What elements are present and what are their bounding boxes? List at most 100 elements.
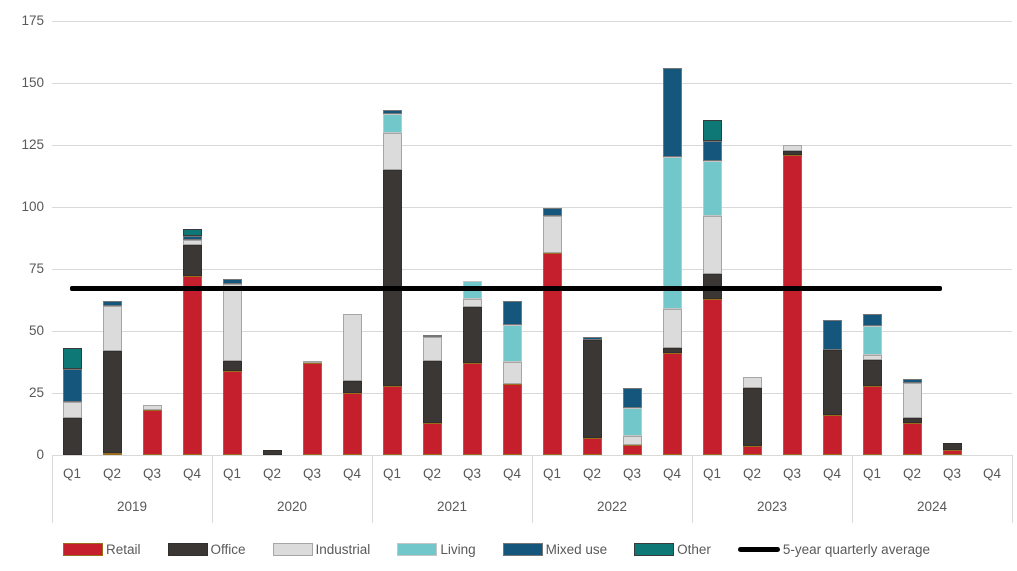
y-axis-tick-label: 125 [21, 137, 44, 152]
bar-segment-industrial[interactable] [782, 145, 802, 152]
bar-segment-retail[interactable] [462, 363, 482, 455]
legend-swatch-office [167, 543, 208, 556]
bar-segment-mixed-use[interactable] [502, 301, 522, 325]
bar-segment-other[interactable] [182, 229, 202, 236]
bar-segment-industrial[interactable] [222, 283, 242, 361]
bar-segment-industrial[interactable] [62, 401, 82, 418]
legend-item-industrial[interactable]: Industrial [272, 542, 371, 557]
bar-segment-office[interactable] [942, 442, 962, 451]
legend-item-office[interactable]: Office [167, 542, 246, 557]
legend-item-living[interactable]: Living [397, 542, 476, 557]
bar-segment-industrial[interactable] [102, 306, 122, 351]
quarter-label: Q1 [382, 466, 401, 481]
bar-segment-industrial[interactable] [742, 376, 762, 389]
bar-segment-mixed-use[interactable] [102, 301, 122, 307]
bar-segment-industrial[interactable] [542, 215, 562, 253]
bar-segment-industrial[interactable] [462, 298, 482, 308]
legend-item-retail[interactable]: Retail [63, 542, 141, 557]
bar-segment-retail[interactable] [822, 415, 842, 455]
gridline [52, 20, 1012, 22]
bar-segment-office[interactable] [382, 169, 402, 386]
bar-segment-retail[interactable] [182, 276, 202, 455]
bar-segment-retail[interactable] [902, 422, 922, 455]
bar-segment-retail[interactable] [142, 410, 162, 455]
bar-segment-office[interactable] [862, 359, 882, 386]
bar-segment-office[interactable] [462, 307, 482, 364]
bar-segment-industrial[interactable] [862, 354, 882, 360]
bar-segment-industrial[interactable] [302, 360, 322, 364]
bar-segment-mixed-use[interactable] [702, 141, 722, 162]
bar-segment-retail[interactable] [742, 446, 762, 455]
bar-segment-industrial[interactable] [342, 313, 362, 381]
bar-segment-mixed-use[interactable] [222, 278, 242, 284]
bar-segment-other[interactable] [702, 120, 722, 142]
quarter-label: Q4 [342, 466, 361, 481]
bar-segment-industrial[interactable] [142, 405, 162, 411]
bar-segment-office[interactable] [422, 360, 442, 423]
bar-segment-industrial[interactable] [502, 362, 522, 385]
bar-segment-retail[interactable] [382, 385, 402, 455]
bar-segment-office[interactable] [262, 450, 282, 455]
bar-segment-mixed-use[interactable] [382, 110, 402, 114]
bar-segment-mixed-use[interactable] [62, 369, 82, 402]
bar-segment-mixed-use[interactable] [662, 68, 682, 158]
bar-segment-mixed-use[interactable] [542, 208, 562, 216]
bar-segment-mixed-use[interactable] [182, 235, 202, 241]
bar-segment-mixed-use[interactable] [862, 313, 882, 327]
quarter-label: Q2 [902, 466, 921, 481]
bar-segment-retail[interactable] [422, 422, 442, 455]
bar-segment-office[interactable] [662, 348, 682, 354]
bar-segment-office[interactable] [182, 245, 202, 277]
bar-segment-living[interactable] [662, 157, 682, 309]
bar-segment-retail[interactable] [942, 450, 962, 455]
bar-segment-retail[interactable] [102, 452, 122, 455]
bar-segment-industrial[interactable] [662, 308, 682, 349]
bar-segment-living[interactable] [862, 326, 882, 355]
bar-segment-mixed-use[interactable] [622, 388, 642, 408]
bar-segment-other[interactable] [62, 348, 82, 370]
bar-segment-office[interactable] [822, 349, 842, 416]
y-axis-tick-label: 175 [21, 13, 44, 28]
bar-segment-retail[interactable] [662, 353, 682, 455]
legend-item-average[interactable]: 5-year quarterly average [737, 542, 930, 557]
bar-segment-industrial[interactable] [902, 383, 922, 418]
bar-segment-living[interactable] [382, 114, 402, 133]
bar-segment-retail[interactable] [702, 298, 722, 455]
average-line [70, 285, 942, 291]
bar-segment-office[interactable] [742, 388, 762, 447]
bar-segment-office[interactable] [902, 417, 922, 423]
bar-segment-retail[interactable] [862, 385, 882, 455]
bar-segment-office[interactable] [102, 350, 122, 453]
legend-item-mixed-use[interactable]: Mixed use [502, 542, 607, 557]
bar-segment-office[interactable] [582, 339, 602, 438]
bar-segment-office[interactable] [782, 151, 802, 155]
bar-segment-industrial[interactable] [382, 132, 402, 170]
legend-label: Industrial [315, 542, 371, 557]
bar-segment-industrial[interactable] [622, 436, 642, 446]
bar-segment-retail[interactable] [222, 370, 242, 455]
quarter-label: Q1 [222, 466, 241, 481]
bar-segment-retail[interactable] [342, 393, 362, 455]
bar-segment-retail[interactable] [542, 252, 562, 455]
bar-segment-office[interactable] [222, 360, 242, 371]
bar-segment-industrial[interactable] [702, 215, 722, 274]
bar-segment-office[interactable] [62, 417, 82, 455]
bar-segment-mixed-use[interactable] [902, 379, 922, 384]
bar-segment-retail[interactable] [302, 363, 322, 455]
bar-segment-retail[interactable] [622, 445, 642, 455]
bar-segment-mixed-use[interactable] [422, 334, 442, 338]
bar-segment-living[interactable] [622, 407, 642, 437]
bar-segment-industrial[interactable] [422, 337, 442, 361]
bar-segment-retail[interactable] [782, 154, 802, 455]
bar-segment-living[interactable] [702, 161, 722, 216]
bar-segment-retail[interactable] [582, 437, 602, 455]
bar-segment-living[interactable] [502, 324, 522, 362]
bar-segment-office[interactable] [342, 380, 362, 393]
y-axis-tick-label: 0 [36, 447, 44, 462]
bar-segment-retail[interactable] [502, 384, 522, 455]
bar-segment-mixed-use[interactable] [582, 337, 602, 340]
bar-segment-mixed-use[interactable] [822, 319, 842, 350]
bar-segment-industrial[interactable] [182, 240, 202, 246]
legend-swatch-retail [63, 543, 103, 556]
legend-item-other[interactable]: Other [634, 542, 711, 557]
